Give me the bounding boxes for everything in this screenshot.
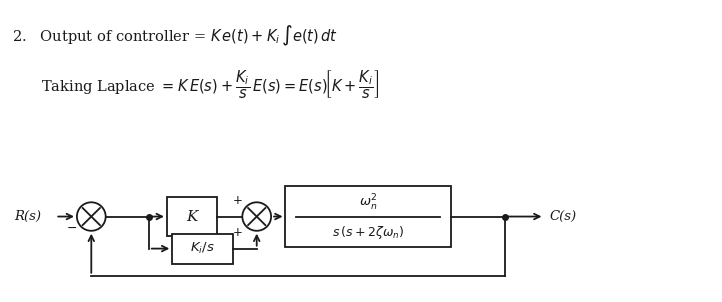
- Text: R(s): R(s): [14, 210, 41, 223]
- Text: $K_i/s$: $K_i/s$: [191, 241, 215, 256]
- Text: C(s): C(s): [549, 210, 577, 223]
- Text: $s\,(s + 2\zeta\omega_n)$: $s\,(s + 2\zeta\omega_n)$: [332, 224, 404, 241]
- FancyBboxPatch shape: [173, 234, 233, 264]
- FancyBboxPatch shape: [285, 186, 451, 247]
- Text: 2.   Output of controller = $K\,e(t) + K_i\,\int e(t)\,dt$: 2. Output of controller = $K\,e(t) + K_i…: [12, 24, 339, 48]
- Text: $+$: $+$: [232, 194, 243, 207]
- Text: Taking Laplace $= K\,E(s) + \dfrac{K_i}{s}\,E(s) = E(s)\!\left[K + \dfrac{K_i}{s: Taking Laplace $= K\,E(s) + \dfrac{K_i}{…: [41, 69, 380, 101]
- Text: $-$: $-$: [66, 221, 77, 234]
- FancyBboxPatch shape: [167, 197, 217, 236]
- Text: $+$: $+$: [232, 226, 243, 239]
- Text: $\omega_n^2$: $\omega_n^2$: [359, 193, 378, 213]
- Text: K: K: [186, 210, 198, 223]
